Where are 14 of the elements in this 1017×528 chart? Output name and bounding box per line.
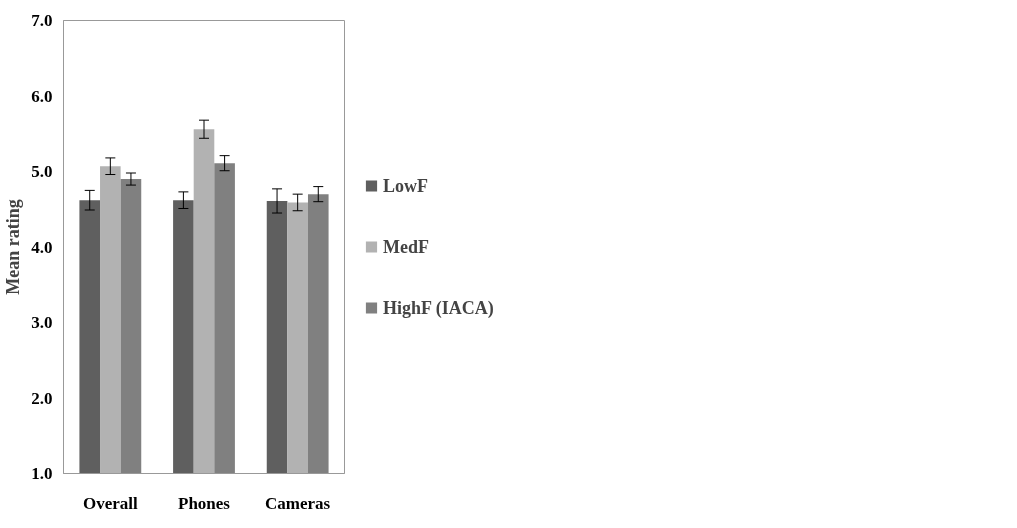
y-tick-label: 7.0 bbox=[31, 11, 53, 30]
y-tick-label: 4.0 bbox=[31, 237, 53, 257]
legend-label: LowF bbox=[383, 175, 428, 196]
legend-label: MedF bbox=[383, 236, 429, 257]
x-tick-label: Cameras bbox=[265, 493, 331, 513]
y-axis-title: Mean rating bbox=[3, 199, 24, 295]
x-tick-label: Overall bbox=[82, 493, 138, 513]
x-tick-label: Phones bbox=[178, 493, 231, 513]
y-tick-label: 5.0 bbox=[31, 162, 53, 181]
y-tick-label: 6.0 bbox=[31, 86, 53, 106]
y-tick-label: 3.0 bbox=[31, 313, 53, 332]
y-tick-label: 1.0 bbox=[31, 464, 53, 483]
y-tick-label: 2.0 bbox=[31, 388, 53, 408]
legend-label: HighF (IACA) bbox=[383, 297, 494, 318]
